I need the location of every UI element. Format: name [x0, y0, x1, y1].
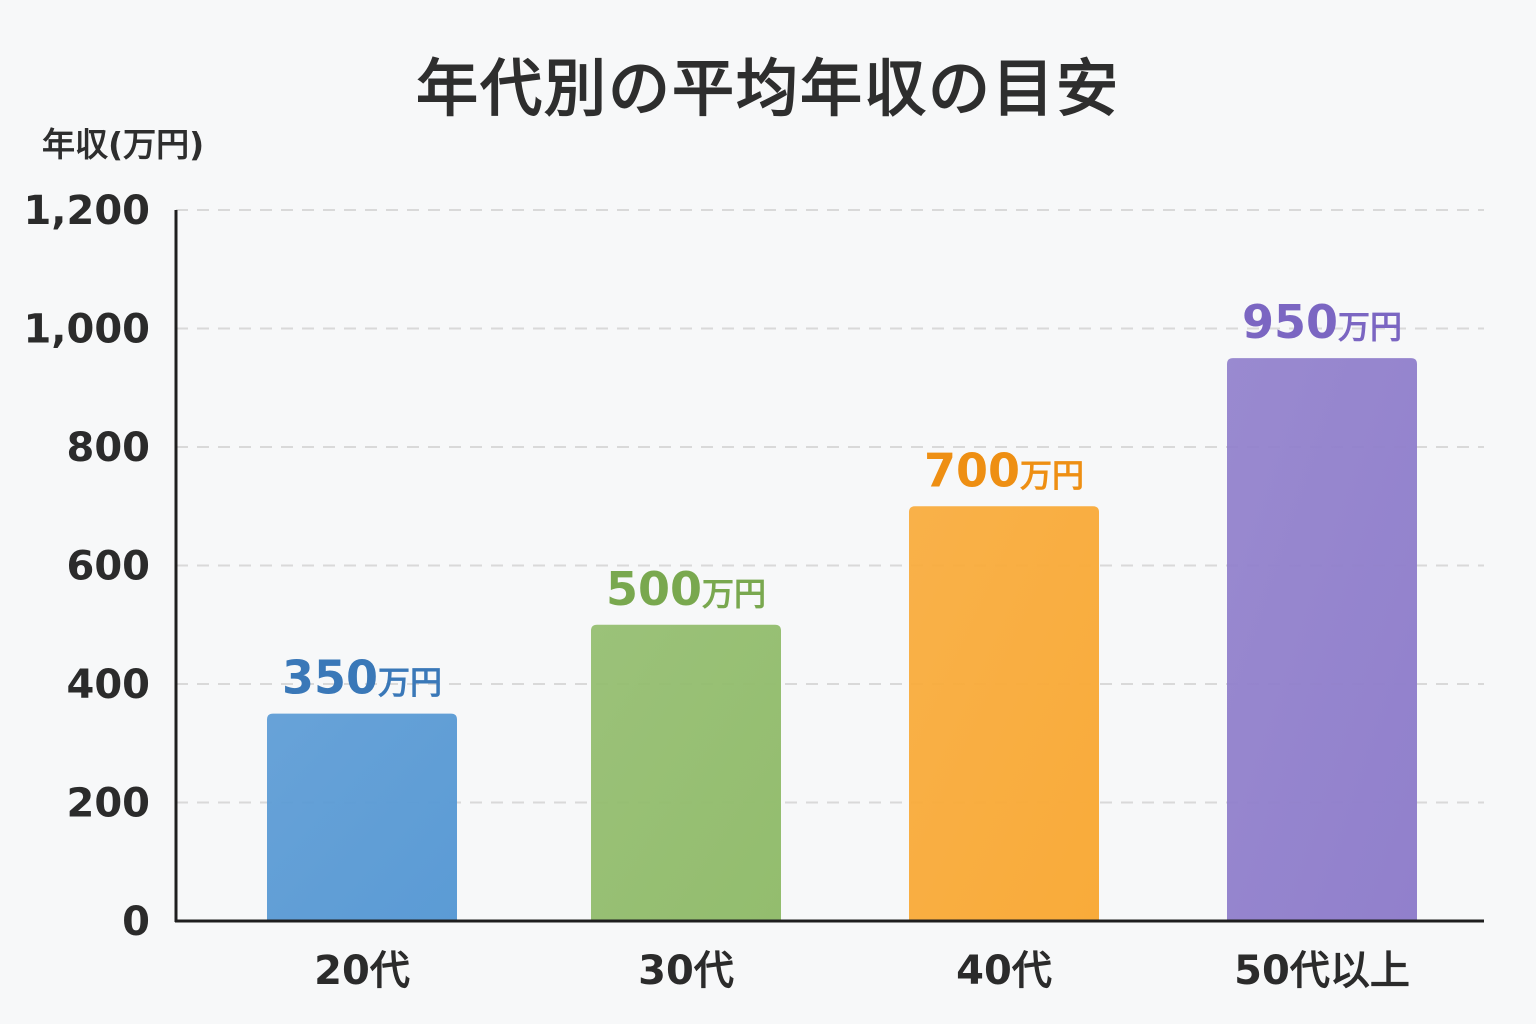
x-tick-label: 40代	[956, 948, 1052, 994]
x-tick-label: 30代	[638, 948, 734, 994]
y-tick-label: 600	[67, 544, 151, 590]
data-label: 950万円	[1242, 295, 1402, 349]
bar	[1227, 358, 1417, 921]
data-label: 500万円	[606, 562, 766, 616]
y-tick-label: 0	[122, 899, 150, 945]
y-axis-label: 年収(万円)	[42, 125, 205, 164]
x-tick-label: 20代	[314, 948, 410, 994]
y-tick-label: 1,000	[23, 307, 150, 353]
y-tick-label: 800	[67, 425, 151, 471]
data-label: 350万円	[282, 651, 442, 705]
y-tick-label: 200	[67, 781, 151, 827]
data-label: 700万円	[924, 443, 1084, 497]
bar	[591, 624, 781, 921]
bar	[267, 713, 457, 921]
chart-title: 年代別の平均年収の目安	[415, 52, 1120, 125]
x-tick-label: 50代以上	[1234, 948, 1410, 994]
y-tick-label: 400	[67, 662, 151, 708]
bar	[909, 506, 1099, 921]
y-tick-label: 1,200	[23, 188, 150, 234]
